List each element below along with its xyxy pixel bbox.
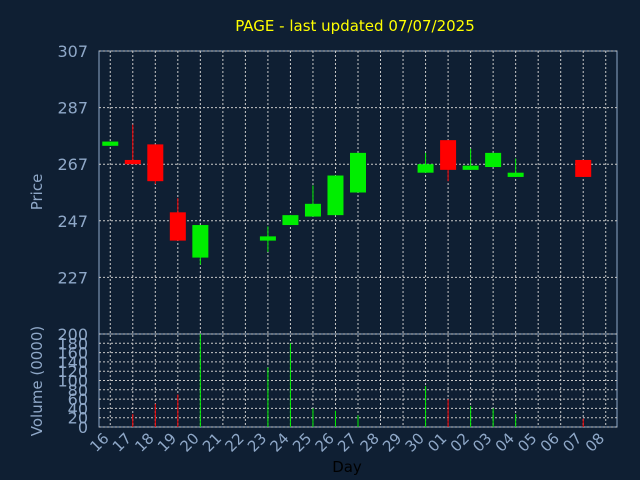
candle-body [575,159,592,177]
volume-tick-label: 100 [57,372,88,391]
volume-bars [132,334,584,427]
price-tick-label: 307 [57,42,88,61]
price-axis-label: Price [28,174,46,211]
candle-body [440,140,457,170]
price-tick-label: 247 [57,212,88,231]
candle-body [192,225,209,258]
candle-body [350,152,366,193]
volume-axis-label: Volume (0000) [28,326,46,436]
price-tick-label: 227 [57,268,88,287]
candle-body [485,152,502,168]
x-tick-labels: 1617181920212223242526272829300102030405… [86,429,608,455]
volume-tick-label: 20 [68,409,88,428]
candle-body [259,236,276,241]
grid-lines [99,50,617,428]
candle-body [169,212,186,241]
x-axis-label: Day [332,458,362,476]
volume-tick-label: 160 [57,344,88,363]
volume-tick-label: 180 [57,334,88,353]
volume-tick-label: 80 [68,381,88,400]
candle-body [327,175,344,216]
volume-tick-label: 120 [57,362,88,381]
candle-body [102,141,119,146]
candle-body [462,165,479,170]
volume-tick-label: 140 [57,353,88,372]
volume-tick-label: 200 [57,325,88,344]
volume-tick-label: 0 [78,418,88,437]
candle-body [507,172,524,177]
candle-body [124,159,141,165]
price-candles [102,124,592,265]
candle-body [282,215,299,226]
volume-tick-label: 60 [68,390,88,409]
candle-body [147,144,164,182]
candle-body [304,203,321,217]
price-tick-label: 267 [57,155,88,174]
chart-title: PAGE - last updated 07/07/2025 [235,17,475,35]
x-tick-label: 08 [582,429,608,455]
price-tick-labels: 307 287 267 247 227 [57,42,88,287]
volume-tick-label: 40 [68,399,88,418]
price-tick-label: 287 [57,99,88,118]
candle-body [417,164,434,173]
